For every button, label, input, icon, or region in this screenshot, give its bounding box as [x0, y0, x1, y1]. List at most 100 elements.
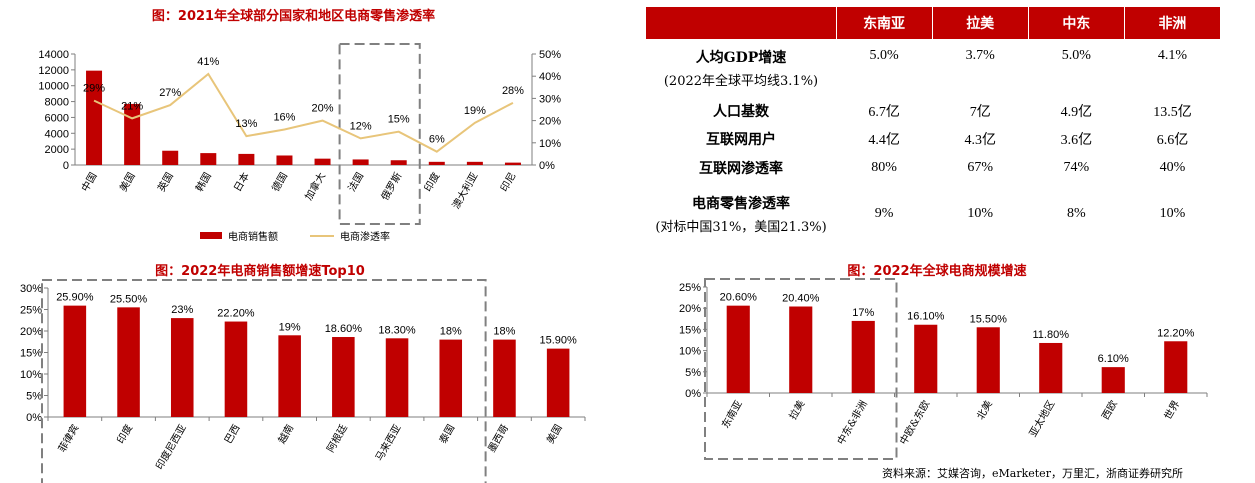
table-header-cell: 中东: [1028, 7, 1125, 39]
table-header-cell: 拉美: [932, 7, 1029, 39]
bar: [238, 153, 255, 165]
y-tick-label-left: 8000: [45, 97, 69, 109]
x-tick-label: 印度尼西亚: [153, 422, 189, 472]
data-label: 29%: [83, 83, 105, 95]
x-tick-label: 美国: [543, 422, 564, 446]
y-tick-label: 0%: [685, 388, 701, 400]
table-row: 人均GDP增速 (2022年全球平均线3.1%) 5.0% 3.7% 5.0% …: [646, 39, 1221, 97]
table-cell: 5.0%: [869, 48, 899, 63]
x-tick-label: 菲律宾: [55, 422, 81, 454]
table-row: 互联网用户 4.4亿 4.3亿 3.6亿 6.6亿: [646, 125, 1221, 153]
bar: [224, 321, 248, 417]
y-tick-label: 15%: [679, 324, 701, 336]
bar: [200, 153, 217, 165]
y-tick-label: 10%: [679, 346, 701, 358]
chart-title: 图：2021年全球部分国家和地区电商零售渗透率: [152, 8, 435, 24]
table-header-cell: 非洲: [1124, 7, 1222, 39]
x-tick-label: 日本: [231, 170, 252, 194]
bar: [276, 155, 293, 165]
chart-title: 图：2022年全球电商规模增速: [847, 263, 1026, 279]
table-cell: 67%: [967, 160, 994, 175]
bar: [1039, 342, 1063, 393]
y-tick-label: 0%: [26, 412, 42, 424]
bar: [117, 307, 140, 417]
bar: [726, 305, 750, 393]
table-cell: 4.1%: [1157, 48, 1188, 63]
data-label: 19%: [279, 321, 301, 333]
y-tick-label: 25%: [679, 282, 701, 294]
y-tick-label: 20%: [20, 326, 42, 338]
growth-top10-chart-svg: 图：2022年电商销售额增速Top10 0% 5% 10% 15% 20% 25% 30% 25…: [20, 263, 586, 483]
y-tick-label-left: 0: [63, 160, 69, 172]
table-row: 互联网渗透率 80% 67% 74% 40%: [646, 153, 1221, 183]
regional-growth-chart: 图：2022年全球电商规模增速 0% 5% 10% 15% 20% 25% 20.60% 东南亚…: [640, 258, 1255, 463]
y-tick-label-right: 0%: [539, 160, 555, 172]
bar: [332, 337, 355, 417]
legend-swatch-bar: [200, 232, 222, 239]
table-cell: 80%: [871, 160, 897, 175]
table-cell: 5.0%: [1061, 48, 1091, 63]
penetration-chart: 图：2021年全球部分国家和地区电商零售渗透率 0 2000 4000 6000 8000…: [0, 0, 600, 250]
y-tick-label-right: 50%: [539, 49, 561, 61]
x-tick-label: 墨西哥: [486, 423, 511, 455]
data-label: 27%: [159, 87, 181, 99]
bar: [278, 335, 301, 417]
row-label-sub: (2022年全球平均线3.1%): [663, 74, 819, 89]
bar: [170, 318, 194, 417]
x-tick-label: 东南亚: [719, 398, 745, 430]
data-label: 23%: [171, 304, 193, 316]
row-label-main: 互联网用户: [706, 132, 776, 148]
data-label: 22.20%: [217, 308, 255, 320]
table-cell: 9%: [874, 206, 894, 221]
y-tick-label: 5%: [26, 391, 42, 403]
y-tick-label-left: 10000: [38, 81, 69, 93]
x-tick-label: 世界: [1162, 399, 1182, 422]
data-label: 21%: [121, 100, 143, 112]
table-cell: 6.7亿: [868, 105, 900, 120]
data-label: 12.20%: [1157, 327, 1195, 339]
x-tick-label: 阿根廷: [324, 422, 350, 454]
table-cell: 10%: [967, 206, 994, 221]
series-line: [93, 72, 514, 153]
y-tick-label: 15%: [20, 348, 42, 360]
data-label: 20.40%: [782, 293, 820, 305]
x-tick-label: 中东&非洲: [834, 398, 870, 447]
x-tick-label: 中欧&东欧: [897, 398, 933, 447]
table-header-row: 东南亚 拉美 中东 非洲: [646, 7, 1222, 39]
highlight-box: [41, 279, 487, 483]
y-tick-label-right: 30%: [539, 93, 561, 105]
bar: [976, 327, 1000, 393]
x-tick-label: 德国: [269, 170, 290, 194]
bar: [504, 162, 521, 165]
row-label-main: 人均GDP增速: [695, 50, 787, 66]
y-tick-label-left: 14000: [38, 49, 69, 61]
y-tick-label-left: 4000: [45, 128, 69, 140]
row-label-main: 电商零售渗透率: [692, 196, 790, 212]
x-tick-label: 加拿大: [302, 170, 328, 202]
bar: [1164, 341, 1188, 393]
x-tick-label: 法国: [345, 170, 366, 194]
data-label: 15.50%: [970, 313, 1008, 325]
bar: [466, 161, 483, 165]
data-label: 16%: [273, 111, 295, 123]
data-label: 12%: [350, 120, 372, 132]
data-label: 18.30%: [378, 324, 416, 336]
y-tick-label-left: 6000: [45, 112, 69, 124]
data-label: 18.60%: [325, 323, 363, 335]
x-tick-label: 越南: [275, 422, 296, 446]
region-comparison-table: 东南亚 拉美 中东 非洲 人均GDP增速 (2022年全球平均线3.1%) 5.…: [646, 7, 1222, 247]
row-label: 人口基数: [646, 97, 836, 125]
y-tick-label: 5%: [685, 367, 701, 379]
bar: [314, 158, 331, 165]
table-row: 人口基数 6.7亿 7亿 4.9亿 13.5亿: [646, 97, 1221, 125]
x-tick-label: 北美: [974, 398, 995, 422]
legend-label: 电商渗透率: [340, 230, 390, 243]
data-label: 17%: [852, 307, 874, 319]
data-label: 18%: [493, 326, 515, 338]
bar: [390, 160, 407, 165]
y-tick-label: 25%: [20, 305, 42, 317]
data-label: 15%: [388, 114, 410, 126]
data-label: 20%: [312, 103, 334, 115]
y-tick-label: 10%: [20, 369, 42, 381]
x-tick-label: 泰国: [436, 422, 457, 446]
